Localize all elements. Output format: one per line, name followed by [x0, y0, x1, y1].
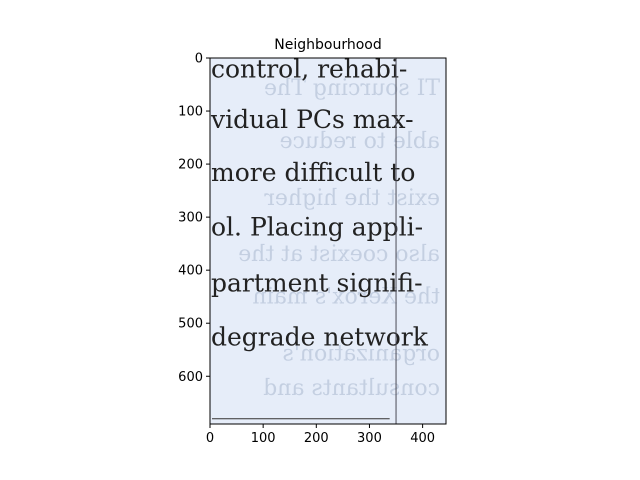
x-tick-label: 0 [206, 431, 214, 446]
bleed-through-line: also coexist at the [238, 242, 440, 267]
scanned-text-line: ol. Placing appli- [211, 213, 423, 242]
bleed-through-line: consultants and [263, 376, 440, 401]
plot-frame [209, 57, 447, 425]
x-tick-label: 200 [304, 431, 329, 446]
bleed-through-line: TI sourcing The [264, 76, 440, 101]
scanned-text-line: degrade network [211, 322, 429, 351]
scanned-text-line: control, rehabi- [211, 55, 407, 84]
scanned-page-background [210, 58, 446, 424]
y-tick-label: 200 [178, 158, 203, 173]
scanned-text-line: partment signifi- [211, 268, 423, 297]
scanned-text-layer: control, rehabi-vidual PCs max-more diff… [210, 55, 429, 351]
x-tick-label: 300 [357, 431, 382, 446]
scanned-text-line: more difficult to [211, 158, 415, 187]
y-tick-label: 0 [195, 52, 203, 67]
x-axis: 0 100 200 300 400 [206, 424, 435, 446]
bleed-through-line: able to reduce [280, 129, 440, 154]
scanned-text-line: vidual PCs max- [210, 105, 414, 134]
y-tick-label: 300 [178, 211, 203, 226]
image-area: TI sourcing The able to reduce exist the h… [210, 55, 446, 424]
y-tick-label: 400 [178, 264, 203, 279]
y-tick-label: 600 [178, 370, 203, 385]
bleed-through-line: exist the higher [264, 186, 440, 211]
figure-title: Neighbourhood [274, 37, 381, 53]
bleed-through-line: organization's [282, 341, 440, 366]
bleed-through-line: the Xerox's main [253, 285, 440, 310]
x-tick-label: 400 [410, 431, 435, 446]
y-tick-label: 100 [178, 105, 203, 120]
bleed-through-text-layer: TI sourcing The able to reduce exist the h… [238, 76, 440, 401]
y-axis: 0 100 200 300 400 500 600 [178, 52, 210, 385]
y-tick-label: 500 [178, 317, 203, 332]
x-tick-label: 100 [251, 431, 276, 446]
